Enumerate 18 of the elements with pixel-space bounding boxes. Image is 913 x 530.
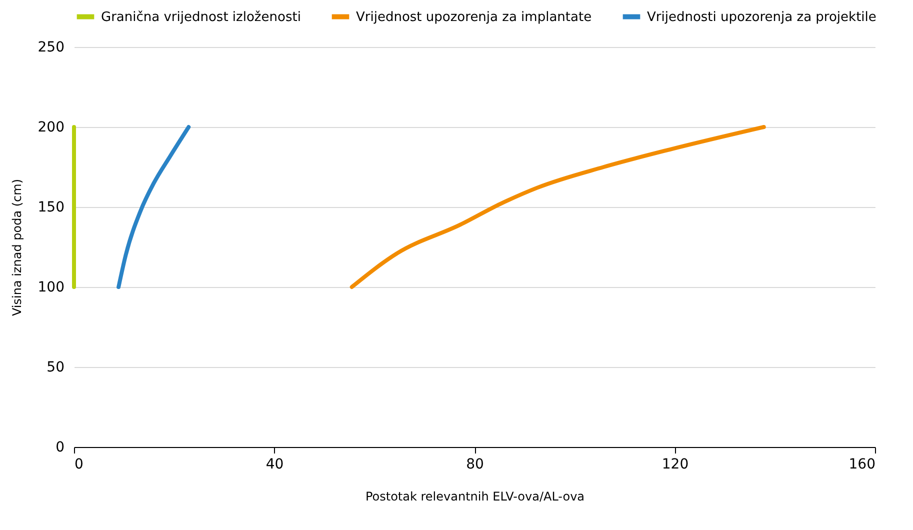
legend-label: Vrijednosti upozorenja za projektile [647,10,876,25]
line-series [116,125,191,289]
y-tick-label: 200 [38,120,64,136]
legend-label: Vrijednost upozorenja za implantate [356,10,592,25]
line-series [350,125,766,289]
x-tick-label: 80 [466,456,484,472]
x-axis-title: Postotak relevantnih ELV-ova/AL-ova [365,490,585,504]
y-tick-label: 150 [38,200,64,216]
x-tick-label: 0 [74,456,84,472]
x-tick-label: 120 [662,456,689,472]
y-axis-title: Visina iznad poda (cm) [10,178,24,316]
x-tick-label: 40 [266,456,284,472]
x-tick-label: 160 [848,456,876,472]
y-tick-label: 100 [38,280,64,296]
y-tick-label: 50 [46,360,64,376]
y-tick-label: 0 [56,440,64,456]
y-tick-label: 250 [38,40,64,56]
legend-label: Granična vrijednost izloženosti [101,10,301,25]
